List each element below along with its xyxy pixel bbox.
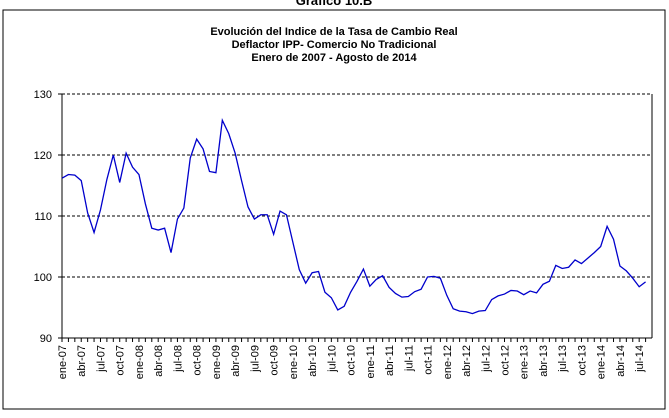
x-tick-label: jul-12	[480, 345, 492, 373]
x-tick-label: jul-07	[95, 345, 107, 373]
x-tick-label: jul-09	[249, 345, 261, 373]
x-tick-label: ene-08	[134, 345, 146, 379]
supertitle: Gráfico 10.B	[296, 0, 373, 8]
x-tick-label: oct-12	[500, 345, 512, 376]
x-tick-label: jul-11	[403, 345, 415, 372]
x-tick-label: jul-13	[557, 345, 569, 373]
x-tick-label: abr-13	[538, 345, 550, 377]
x-tick-label: ene-07	[57, 345, 69, 379]
x-tick-label: ene-14	[596, 345, 608, 379]
x-tick-label: oct-09	[269, 345, 281, 376]
x-tick-label: abr-11	[384, 345, 396, 376]
x-tick-label: oct-13	[576, 345, 588, 376]
chart-title: Enero de 2007 - Agosto de 2014	[251, 52, 417, 64]
y-tick-label: 110	[34, 211, 52, 223]
x-tick-label: ene-13	[519, 345, 531, 379]
x-tick-label: ene-10	[288, 345, 300, 379]
chart-title: Evolución del Indice de la Tasa de Cambi…	[210, 26, 457, 38]
x-tick-label: oct-07	[115, 345, 127, 376]
x-tick-label: jul-08	[172, 345, 184, 373]
x-tick-label: abr-14	[615, 345, 627, 377]
y-tick-label: 120	[34, 150, 52, 162]
chart-frame	[2, 9, 666, 410]
x-tick-label: ene-12	[442, 345, 454, 379]
x-tick-label: ene-09	[211, 345, 223, 379]
x-tick-label: abr-12	[461, 345, 473, 377]
x-tick-label: abr-08	[153, 345, 165, 377]
x-tick-label: jul-14	[634, 345, 646, 373]
y-tick-label: 130	[34, 89, 52, 101]
x-tick-label: jul-10	[326, 345, 338, 373]
chart-title: Deflactor IPP- Comercio No Tradicional	[232, 39, 437, 51]
line	[61, 117, 646, 315]
y-tick-label: 90	[40, 333, 52, 345]
x-tick-label: oct-10	[346, 345, 358, 376]
x-tick-label: oct-11	[423, 345, 435, 375]
x-tick-label: abr-07	[76, 345, 88, 377]
x-tick-label: oct-08	[192, 345, 204, 376]
x-tick-label: abr-09	[230, 345, 242, 377]
x-tick-label: ene-11	[365, 345, 377, 378]
x-tick-label: abr-10	[307, 345, 319, 377]
y-tick-label: 100	[34, 272, 52, 284]
